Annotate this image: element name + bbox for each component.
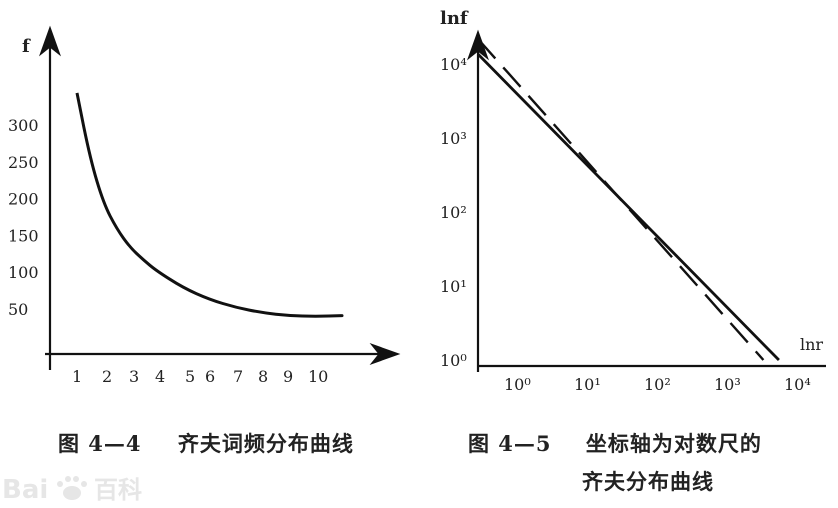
caption-right: 图 4—5 坐标轴为对数尺的 [468,428,762,458]
svg-text:Bai: Bai [2,475,48,504]
y-tick-label: 300 [8,116,39,135]
x-tick-label: 8 [258,367,268,386]
y-tick-label: 10³ [440,129,467,148]
x-tick-label: 5 [185,367,195,386]
y-tick-label: 10⁰ [440,351,467,370]
x-tick-label: 3 [129,367,139,386]
y-tick-label: 10² [440,203,467,222]
caption-right-number: 图 4—5 [468,431,552,456]
x-tick-label: 10⁴ [784,375,811,394]
x-tick-label: 10³ [714,375,741,394]
x-tick-label: 9 [283,367,293,386]
chart1-ylabel: f [22,36,31,57]
x-tick-label: 10² [644,375,671,394]
y-tick-label: 200 [8,190,39,209]
y-tick-label: 10¹ [440,277,467,296]
y-tick-label: 50 [8,300,28,319]
chart2-xlabel: lnr [800,335,823,354]
chart1-series-line [75,92,344,318]
chart2-series-solid [477,53,780,361]
chart2-ylabel: lnf [440,8,469,29]
caption-left: 图 4—4 齐夫词频分布曲线 [58,428,354,458]
chart1-y-ticks: 300 250 200 150 100 50 [8,116,39,319]
baidu-watermark: Bai 百科 [2,470,172,505]
chart2-x-ticks: 10⁰ 10¹ 10² 10³ 10⁴ [504,375,811,394]
caption-right-text-2: 齐夫分布曲线 [582,470,714,494]
x-tick-label: 10⁰ [504,375,531,394]
x-tick-label: 4 [155,367,165,386]
caption-left-text: 齐夫词频分布曲线 [177,432,354,456]
y-tick-label: 250 [8,153,39,172]
chart2-y-ticks: 10⁴ 10³ 10² 10¹ 10⁰ [440,55,467,370]
caption-left-number: 图 4—4 [58,431,142,456]
caption-right-line2: 齐夫分布曲线 [582,466,714,496]
caption-right-text-1: 坐标轴为对数尺的 [585,432,762,456]
chart1-x-ticks: 1 2 3 4 5 6 7 8 9 10 [72,367,328,386]
x-tick-label: 10¹ [574,375,601,394]
x-tick-label: 1 [72,367,82,386]
y-tick-label: 10⁴ [440,55,467,74]
x-tick-label: 2 [102,367,112,386]
x-tick-label: 6 [205,367,215,386]
x-tick-label: 7 [233,367,243,386]
zipf-loglog-chart: lnf lnr 10⁰ 10¹ 10² 10³ 10⁴ 10⁴ 10³ 10² 10¹ 10⁰ [440,8,826,394]
svg-text:百科: 百科 [94,476,142,504]
x-tick-label: 10 [308,367,328,386]
zipf-frequency-chart: f 1 2 3 4 5 6 7 8 9 10 300 250 200 150 100 50 [8,25,401,386]
chart2-series-dashed [477,38,765,361]
y-tick-label: 150 [8,226,39,245]
y-tick-label: 100 [8,263,39,282]
